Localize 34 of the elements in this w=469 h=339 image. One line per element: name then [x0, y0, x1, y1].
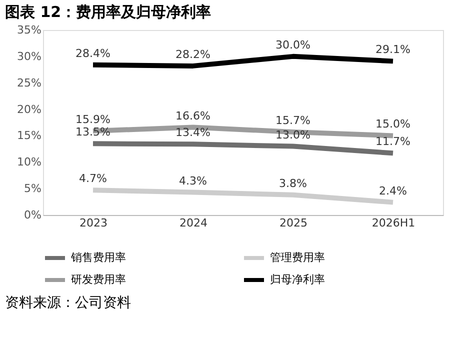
y-tick-label: 25%	[17, 76, 42, 90]
data-label: 28.4%	[76, 46, 110, 60]
y-tick-label: 10%	[17, 156, 42, 169]
y-tick-label: 20%	[17, 102, 42, 116]
y-tick-label: 15%	[17, 129, 42, 142]
x-tick-label: 2023	[80, 216, 108, 230]
data-label: 28.2%	[176, 48, 210, 61]
y-tick-label: 30%	[17, 50, 42, 63]
data-label: 3.8%	[279, 176, 307, 190]
data-label: 15.7%	[276, 114, 310, 128]
data-label: 15.0%	[376, 118, 410, 131]
legend-label: 归母净利率	[270, 273, 325, 286]
data-label: 4.7%	[79, 172, 107, 186]
x-tick-label: 2025	[280, 216, 308, 230]
data-label: 13.4%	[176, 126, 210, 140]
data-label: 15.9%	[76, 112, 110, 126]
data-label: 13.0%	[276, 128, 310, 142]
x-tick-label: 2024	[180, 216, 208, 230]
data-label: 29.1%	[376, 43, 410, 56]
data-label: 13.5%	[76, 126, 110, 139]
legend-label: 销售费用率	[70, 251, 126, 264]
data-label: 30.0%	[276, 38, 310, 52]
data-label: 16.6%	[176, 109, 210, 122]
y-tick-label: 5%	[24, 182, 42, 196]
legend-label: 管理费用率	[270, 251, 325, 264]
y-tick-label: 35%	[17, 24, 42, 36]
text: 资料来源：公司资料	[5, 295, 131, 311]
x-tick-label: 2026H1	[372, 216, 416, 230]
data-label: 2.4%	[379, 184, 407, 198]
y-tick-label: 0%	[24, 208, 42, 222]
data-label: 11.7%	[376, 135, 410, 148]
legend-label: 研发费用率	[71, 273, 126, 286]
data-label: 4.3%	[179, 174, 207, 188]
chart-title: 图表 12：费用率及归母净利率	[5, 3, 212, 21]
